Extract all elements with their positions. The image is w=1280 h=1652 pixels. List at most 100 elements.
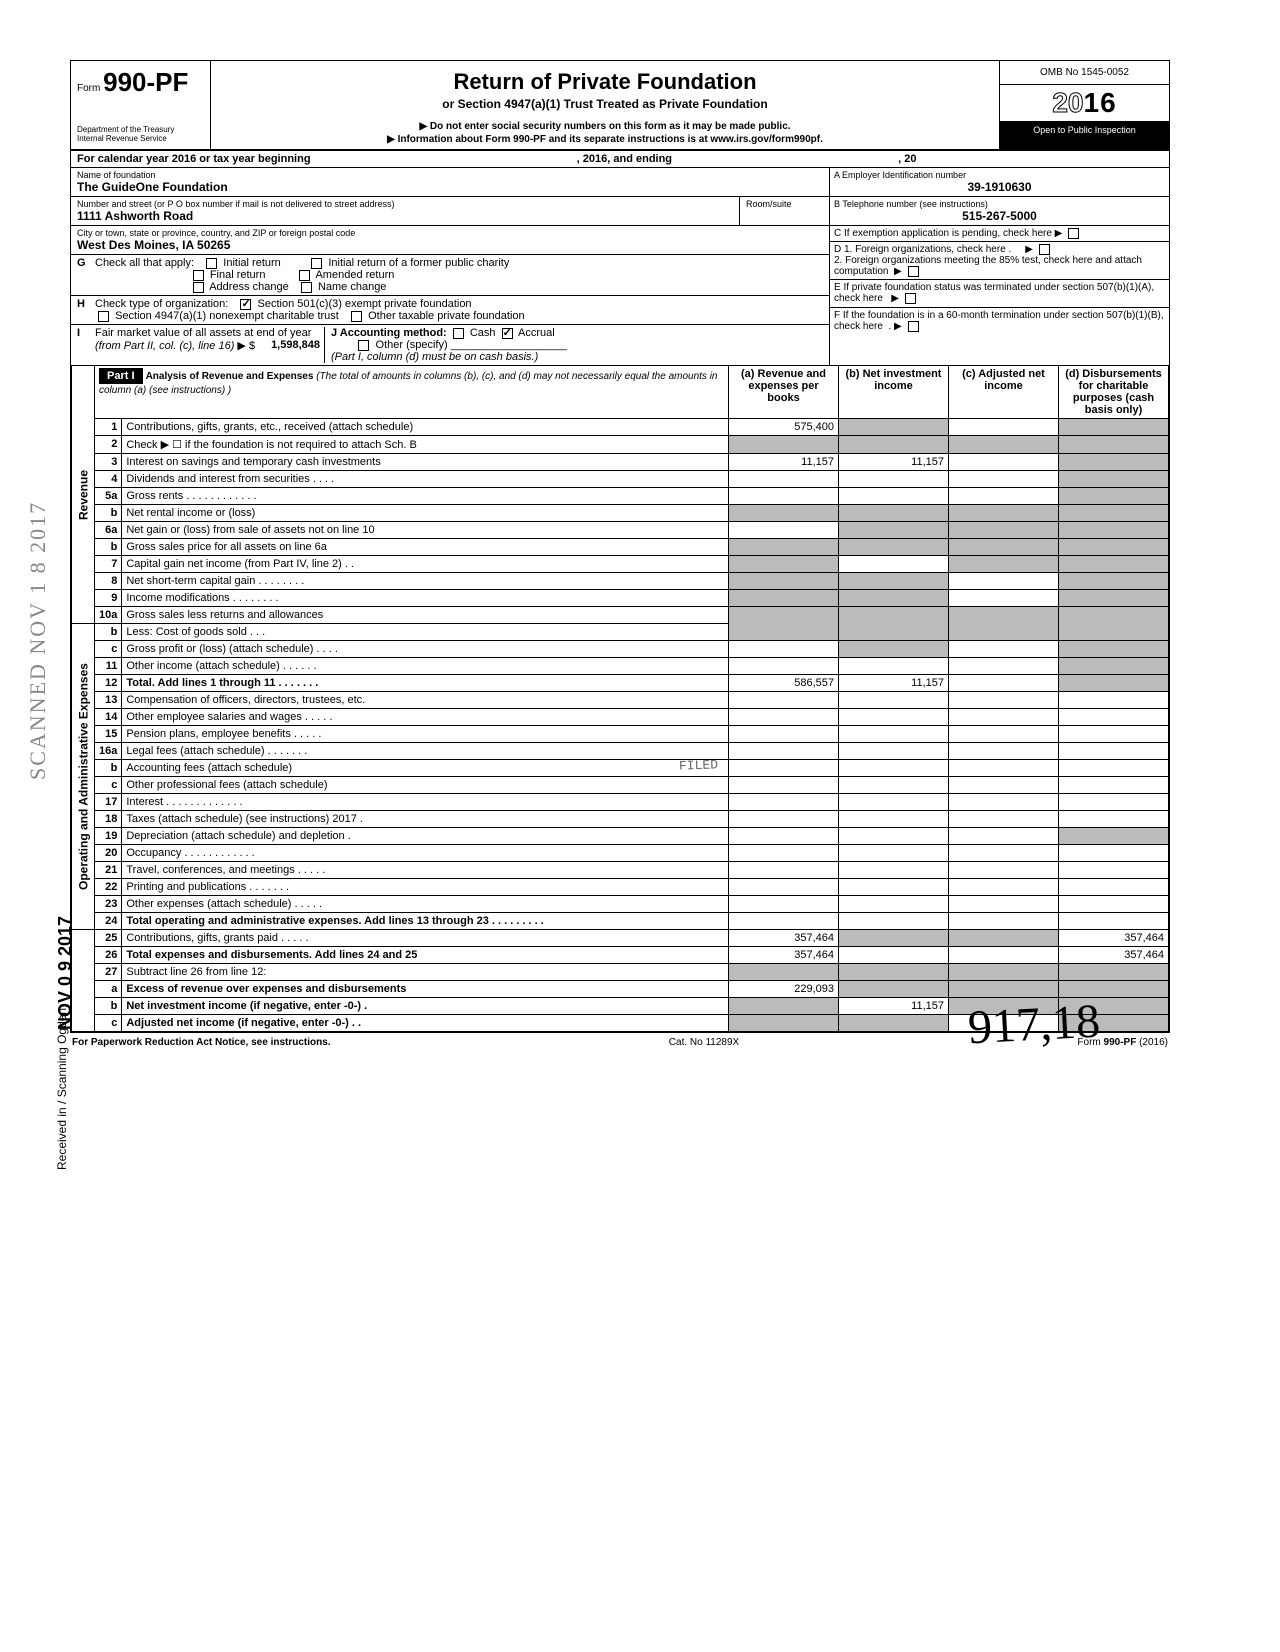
f-label: F If the foundation is in a 60-month ter… — [834, 310, 1164, 332]
j-label: J Accounting method: — [331, 327, 447, 339]
form-subtitle3: ▶ Information about Form 990-PF and its … — [219, 134, 991, 145]
scanned-stamp: SCANNED NOV 1 8 2017 — [25, 501, 51, 780]
header-right: OMB No 1545-0052 2016 Open to Public Ins… — [999, 61, 1169, 149]
city-label: City or town, state or province, country… — [77, 228, 823, 238]
h-o1: Section 501(c)(3) exempt private foundat… — [258, 298, 472, 310]
j-cash: Cash — [470, 327, 496, 339]
row-18: 18Taxes (attach schedule) (see instructi… — [72, 811, 1169, 828]
form-title: Return of Private Foundation — [219, 69, 991, 95]
ein-label: A Employer Identification number — [834, 170, 1165, 180]
j-note: (Part I, column (d) must be on cash basi… — [331, 351, 538, 363]
chk-amended[interactable] — [299, 270, 310, 281]
signature: 917,18 — [967, 994, 1102, 1056]
chk-address-change[interactable] — [193, 282, 204, 293]
chk-f[interactable] — [908, 321, 919, 332]
j-other: Other (specify) — [376, 339, 448, 351]
dept-treasury: Department of the Treasury Internal Reve… — [77, 126, 204, 144]
row-27: 27Subtract line 26 from line 12: — [72, 964, 1169, 981]
phone-value: 515-267-5000 — [834, 209, 1165, 223]
omb-number: OMB No 1545-0052 — [1000, 61, 1169, 85]
line-g: G Check all that apply: Initial return I… — [71, 255, 829, 296]
h-o3: Other taxable private foundation — [368, 310, 525, 322]
row-13: 13Compensation of officers, directors, t… — [72, 692, 1169, 709]
form-word: Form — [77, 83, 100, 94]
chk-other-taxable[interactable] — [351, 311, 362, 322]
e-label: E If private foundation status was termi… — [834, 282, 1154, 304]
chk-name-change[interactable] — [301, 282, 312, 293]
header-mid: Return of Private Foundation or Section … — [211, 61, 999, 149]
name-label: Name of foundation — [77, 170, 823, 180]
form-subtitle2: ▶ Do not enter social security numbers o… — [219, 121, 991, 132]
chk-initial-return[interactable] — [206, 258, 217, 269]
footer-mid: Cat. No 11289X — [669, 1037, 739, 1048]
row-23: 23Other expenses (attach schedule) . . .… — [72, 896, 1169, 913]
row-8: 8Net short-term capital gain . . . . . .… — [72, 573, 1169, 590]
chk-accrual[interactable] — [502, 328, 513, 339]
g-o2: Initial return of a former public charit… — [328, 257, 509, 269]
chk-c[interactable] — [1068, 228, 1079, 239]
col-b-header: (b) Net investment income — [839, 366, 949, 419]
row-20: 20Occupancy . . . . . . . . . . . . — [72, 845, 1169, 862]
line-h: H Check type of organization: Section 50… — [71, 296, 829, 325]
chk-501c3[interactable] — [240, 299, 251, 310]
row-4: 4Dividends and interest from securities … — [72, 471, 1169, 488]
form-number: 990-PF — [103, 67, 188, 97]
row-6b: bGross sales price for all assets on lin… — [72, 539, 1169, 556]
row-16a: 16aLegal fees (attach schedule) . . . . … — [72, 743, 1169, 760]
g-lead: Check all that apply: — [95, 257, 194, 269]
row-21: 21Travel, conferences, and meetings . . … — [72, 862, 1169, 879]
cal-c: , 20 — [898, 153, 916, 165]
j-accrual: Accrual — [518, 327, 555, 339]
row-3: 3Interest on savings and temporary cash … — [72, 454, 1169, 471]
dept-line2: Internal Revenue Service — [77, 135, 204, 144]
form-subtitle1: or Section 4947(a)(1) Trust Treated as P… — [219, 97, 991, 111]
row-6a: 6aNet gain or (loss) from sale of assets… — [72, 522, 1169, 539]
row-10c: cGross profit or (loss) (attach schedule… — [72, 641, 1169, 658]
row-14: 14Other employee salaries and wages . . … — [72, 709, 1169, 726]
ein-value: 39-1910630 — [834, 180, 1165, 194]
row-2: 2Check ▶ ☐ if the foundation is not requ… — [72, 436, 1169, 454]
chk-cash[interactable] — [453, 328, 464, 339]
chk-e[interactable] — [905, 293, 916, 304]
header-left: Form 990-PF Department of the Treasury I… — [71, 61, 211, 149]
row-10a: 10aGross sales less returns and allowanc… — [72, 607, 1169, 624]
row-24: 24Total operating and administrative exp… — [72, 913, 1169, 930]
row-11: 11Other income (attach schedule) . . . .… — [72, 658, 1169, 675]
row-17: 17Interest . . . . . . . . . . . . . — [72, 794, 1169, 811]
row-7: 7Capital gain net income (from Part IV, … — [72, 556, 1169, 573]
year-prefix: 20 — [1052, 87, 1083, 118]
row-12: 12Total. Add lines 1 through 11 . . . . … — [72, 675, 1169, 692]
col-d-header: (d) Disbursements for charitable purpose… — [1059, 366, 1169, 419]
calendar-year-row: For calendar year 2016 or tax year begin… — [71, 151, 1169, 168]
col-c-header: (c) Adjusted net income — [949, 366, 1059, 419]
chk-other-method[interactable] — [358, 340, 369, 351]
row-22: 22Printing and publications . . . . . . … — [72, 879, 1169, 896]
chk-initial-public[interactable] — [311, 258, 322, 269]
addr-label: Number and street (or P O box number if … — [77, 199, 733, 209]
d1-label: D 1. Foreign organizations, check here . — [834, 244, 1011, 255]
chk-d1[interactable] — [1039, 244, 1050, 255]
row-5b: bNet rental income or (loss) — [72, 505, 1169, 522]
open-to-public: Open to Public Inspection — [1000, 122, 1169, 149]
cal-b: , 2016, and ending — [577, 153, 672, 165]
part1-table: Revenue Part I Analysis of Revenue and E… — [71, 365, 1169, 1032]
street-address: 1111 Ashworth Road — [77, 209, 733, 223]
row-5a: 5aGross rents . . . . . . . . . . . . — [72, 488, 1169, 505]
tax-year: 2016 — [1000, 85, 1169, 122]
row-1: 1Contributions, gifts, grants, etc., rec… — [72, 419, 1169, 436]
chk-4947a1[interactable] — [98, 311, 109, 322]
cal-a: For calendar year 2016 or tax year begin… — [77, 153, 311, 165]
chk-d2[interactable] — [908, 266, 919, 277]
g-o3: Final return — [210, 269, 266, 281]
row-16c: cOther professional fees (attach schedul… — [72, 777, 1169, 794]
g-o1: Initial return — [223, 257, 280, 269]
row-16b: bAccounting fees (attach schedule)FILED — [72, 760, 1169, 777]
chk-final-return[interactable] — [193, 270, 204, 281]
col-a-header: (a) Revenue and expenses per books — [729, 366, 839, 419]
received-stamp: Received in / Scanning Ogden — [55, 1008, 69, 1170]
year-suffix: 16 — [1084, 87, 1117, 118]
fmv-value: 1,598,848 — [271, 339, 320, 351]
row-27a: aExcess of revenue over expenses and dis… — [72, 981, 1169, 998]
right-info-col: A Employer Identification number 39-1910… — [829, 168, 1169, 365]
line-i: I Fair market value of all assets at end… — [71, 325, 829, 365]
